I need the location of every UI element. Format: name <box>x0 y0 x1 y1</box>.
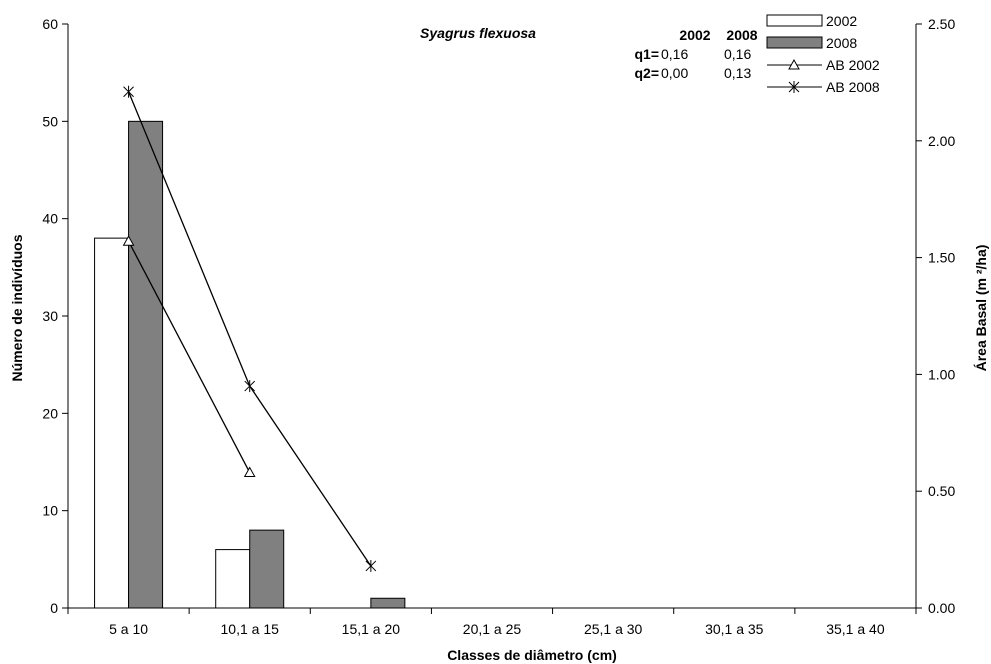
y-tick-label: 10 <box>42 503 58 519</box>
legend: 2002 2008 AB 2002 AB 2008 <box>766 13 880 95</box>
legend-swatch-2008 <box>766 36 823 49</box>
q-row-label: q1= <box>634 46 659 62</box>
point-AB 2008 <box>123 85 134 98</box>
bar-2008 <box>249 529 285 609</box>
q-cell: 0,00 <box>661 65 688 81</box>
legend-swatch-2002 <box>766 14 823 27</box>
x-tick-label: 25,1 a 30 <box>584 621 643 637</box>
x-axis-title: Classes de diâmetro (cm) <box>447 647 617 663</box>
y2-tick-label: 1.00 <box>928 366 955 382</box>
bars <box>94 120 406 609</box>
bar-2008 <box>370 597 406 609</box>
q-col-header: 2008 <box>726 27 757 43</box>
line-AB 2002 <box>127 240 251 473</box>
x-tick-label: 5 a 10 <box>109 621 148 637</box>
y-axis-title: Número de indivíduos <box>9 234 25 381</box>
y2-tick-label: 0.50 <box>928 483 955 499</box>
bar-2008 <box>128 120 164 609</box>
legend-label: 2008 <box>826 35 857 51</box>
x-tick-label: 20,1 a 25 <box>463 621 522 637</box>
point-AB 2008 <box>244 380 256 393</box>
x-tick-label: 10,1 a 15 <box>221 621 280 637</box>
y-tick-label: 0 <box>50 600 58 616</box>
line-AB 2008 <box>127 91 372 567</box>
bar-2002 <box>94 237 130 609</box>
y-tick-label: 60 <box>42 16 58 32</box>
y2-tick-label: 0.00 <box>928 600 955 616</box>
y2-tick-label: 2.00 <box>928 133 955 149</box>
x-tick-label: 30,1 a 35 <box>705 621 764 637</box>
x-tick-label: 35,1 a 40 <box>826 621 885 637</box>
point-AB 2002 <box>122 235 135 246</box>
q-col-header: 2002 <box>679 27 710 43</box>
q-cell: 0,16 <box>661 46 688 62</box>
y2-tick-label: 1.50 <box>928 250 955 266</box>
y-tick-label: 20 <box>42 405 58 421</box>
q-cell: 0,13 <box>724 65 751 81</box>
y2-axis-title: Área Basal (m ²/ha) <box>973 245 989 372</box>
legend-marker-AB 2008 <box>788 81 800 93</box>
y2-tick-label: 2.50 <box>928 16 955 32</box>
y-tick-label: 30 <box>42 308 58 324</box>
legend-label: 2002 <box>826 13 857 29</box>
q-row-label: q2= <box>634 65 659 81</box>
tick-labels: 0 10 20 30 40 50 60 0.00 0.50 1.00 1.50 2.00 2.50 5 a… <box>42 16 955 637</box>
y-tick-label: 50 <box>42 113 58 129</box>
q-cell: 0,16 <box>724 46 751 62</box>
legend-label: AB 2002 <box>826 57 880 73</box>
plot-axes <box>62 23 922 614</box>
x-tick-label: 15,1 a 20 <box>342 621 401 637</box>
series-lines <box>122 85 377 572</box>
y-tick-label: 40 <box>42 211 58 227</box>
legend-marker-AB 2002 <box>788 58 800 70</box>
chart-title: Syagrus flexuosa <box>420 25 536 41</box>
point-AB 2002 <box>243 466 256 478</box>
legend-label: AB 2008 <box>826 79 880 95</box>
point-AB 2008 <box>365 559 377 572</box>
bar-2002 <box>215 549 251 609</box>
